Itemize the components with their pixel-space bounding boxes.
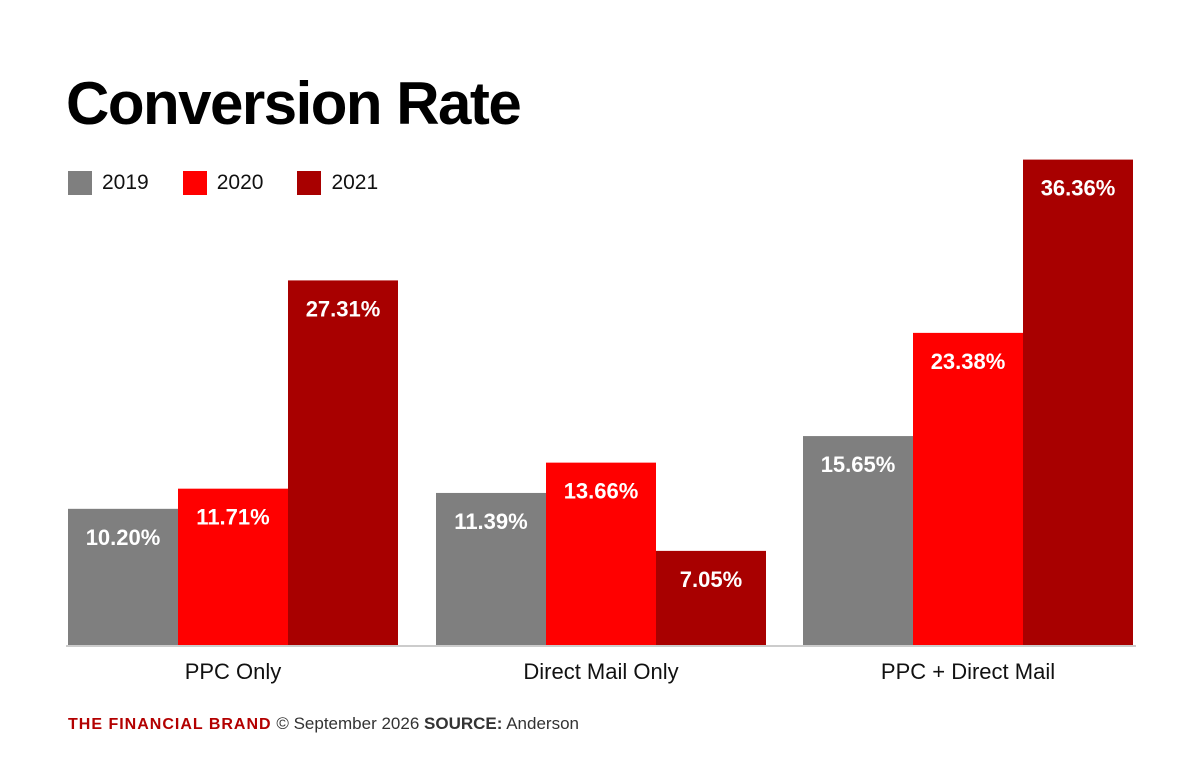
- footer-source-label: SOURCE:: [424, 714, 503, 733]
- bar-ppc-only-2020: [178, 488, 288, 645]
- data-label-ppc-only-2019: 10.20%: [86, 525, 161, 550]
- legend-swatch-2021: [297, 171, 322, 195]
- data-label-ppc-direct-mail-2021: 36.36%: [1041, 176, 1116, 201]
- bar-direct-mail-only-2019: [436, 492, 546, 645]
- legend-item-2020: 2020: [182, 171, 264, 195]
- legend-label-2021: 2021: [331, 171, 379, 194]
- brand-logo-text: THE FINANCIAL BRAND: [68, 716, 272, 733]
- category-label-direct-mail-only: Direct Mail Only: [523, 659, 678, 684]
- category-label-ppc-direct-mail: PPC + Direct Mail: [881, 659, 1055, 684]
- bar-ppc-direct-mail-2020: [913, 332, 1023, 645]
- bar-ppc-only-2021: [288, 280, 398, 645]
- data-label-direct-mail-only-2019: 11.39%: [454, 509, 527, 534]
- bar-ppc-only-2019: [68, 508, 178, 645]
- legend-swatch-2020: [182, 171, 207, 195]
- legend-swatch-2019: [68, 171, 92, 195]
- data-label-ppc-only-2020: 11.71%: [196, 505, 269, 530]
- bar-direct-mail-only-2020: [546, 462, 656, 645]
- data-label-ppc-direct-mail-2020: 23.38%: [931, 349, 1006, 374]
- footer-source: Anderson: [506, 714, 579, 733]
- legend-item-2019: 2019: [68, 171, 149, 195]
- chart-legend: 2019 2020 2021: [68, 170, 412, 196]
- bar-chart: 10.20% 11.71% 27.31% PPC Only 11.39% 13.66% 7.…: [66, 159, 1136, 684]
- data-label-ppc-direct-mail-2019: 15.65%: [821, 452, 896, 477]
- legend-item-2021: 2021: [297, 171, 378, 195]
- legend-label-2019: 2019: [102, 171, 149, 194]
- footer-copyright: © September 2026: [276, 714, 420, 733]
- bar-ppc-direct-mail-2021: [1023, 159, 1133, 645]
- category-label-ppc-only: PPC Only: [185, 659, 282, 684]
- bar-direct-mail-only-2021: [656, 550, 766, 645]
- bar-ppc-direct-mail-2019: [803, 436, 913, 645]
- data-label-ppc-only-2021: 27.31%: [306, 296, 381, 321]
- legend-label-2020: 2020: [216, 171, 264, 194]
- footer: THE FINANCIAL BRAND © September 2026 SOU…: [68, 714, 579, 734]
- data-label-direct-mail-only-2021: 7.05%: [680, 567, 742, 592]
- data-label-direct-mail-only-2020: 13.66%: [564, 479, 639, 504]
- chart-title: Conversion Rate: [66, 70, 522, 137]
